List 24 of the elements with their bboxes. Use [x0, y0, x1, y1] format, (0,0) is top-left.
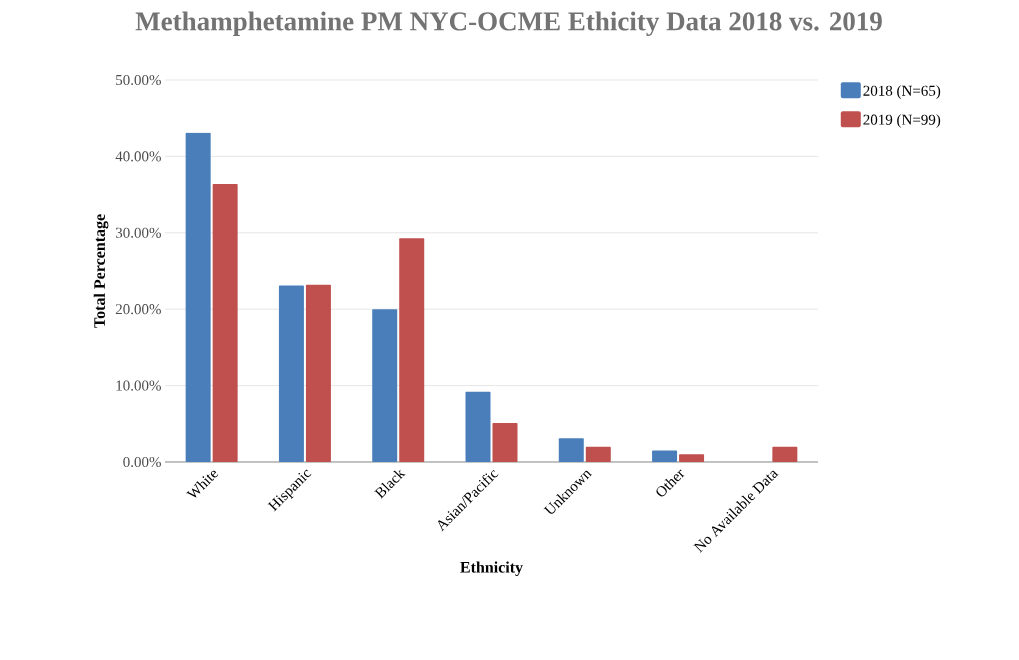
y-tick-label: 10.00%: [116, 380, 161, 391]
bar: [305, 284, 331, 462]
y-tick-label: 30.00%: [115, 227, 161, 238]
bar: [185, 132, 211, 462]
bar: [372, 309, 398, 462]
y-tick-label: 0.00%: [123, 456, 161, 468]
y-tick-label: 50.00%: [116, 74, 161, 86]
bar: [558, 438, 584, 462]
y-tick-label: 40.00%: [115, 151, 161, 162]
bar: [772, 446, 798, 462]
y-tick-label: 20.00%: [115, 304, 161, 315]
legend-label: 2019 (N=99): [863, 114, 941, 128]
bar: [212, 183, 238, 462]
bar: [278, 285, 304, 462]
bar: [399, 238, 425, 462]
bar: [465, 391, 491, 462]
bar: [585, 446, 611, 462]
bar: [492, 423, 518, 462]
legend-label: 2018 (N=65): [863, 85, 941, 99]
x-axis-title: Ethnicity: [460, 561, 523, 576]
bar: [679, 454, 705, 462]
bar: [652, 450, 678, 462]
chart-title: Methamphetamine PM NYC-OCME Ethicity Data 2018 vs. 2019: [135, 11, 882, 37]
y-axis-title: Total Percentage: [93, 214, 109, 328]
